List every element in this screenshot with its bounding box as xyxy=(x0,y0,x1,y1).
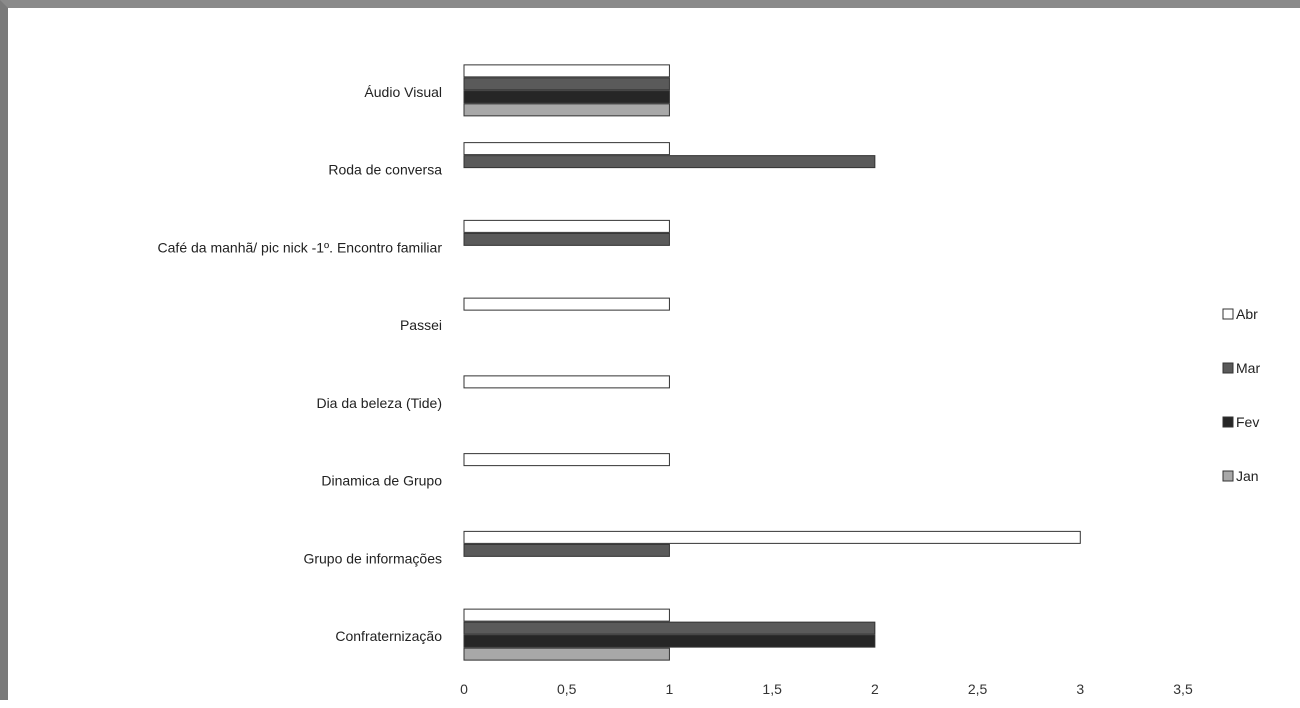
bar-mar xyxy=(463,232,670,246)
bar-fev xyxy=(463,90,670,104)
x-tick-label: 3,5 xyxy=(1173,681,1193,697)
category-labels: Áudio Visual Roda de conversa Café da manh… xyxy=(158,84,443,644)
category-label: Roda de conversa xyxy=(328,162,442,178)
bar-mar xyxy=(463,621,876,635)
bar-abr xyxy=(463,453,670,467)
legend-swatch-jan xyxy=(1222,470,1234,482)
bar-abr xyxy=(463,142,670,156)
category-label: Café da manhã/ pic nick -1º. Encontro fa… xyxy=(158,239,443,255)
x-tick-label: 0 xyxy=(460,681,468,697)
x-axis-ticks: 0 0,5 1 1,5 2 2,5 3 3,5 xyxy=(460,681,1193,697)
x-tick-label: 2 xyxy=(871,681,879,697)
legend-swatch-abr xyxy=(1222,308,1234,320)
category-label: Dia da beleza (Tide) xyxy=(316,395,442,411)
bar-abr xyxy=(463,297,670,311)
x-tick-label: 2,5 xyxy=(968,681,988,697)
bar-abr xyxy=(463,375,670,389)
x-tick-label: 1 xyxy=(666,681,674,697)
legend-swatch-fev xyxy=(1222,416,1234,428)
legend-label-jan: Jan xyxy=(1236,468,1259,484)
legend-label-fev: Fev xyxy=(1236,414,1259,430)
bar-abr xyxy=(463,219,670,233)
bar-jan xyxy=(463,103,670,117)
legend-label-mar: Mar xyxy=(1236,360,1260,376)
bar-mar xyxy=(463,77,670,91)
legend-label-abr: Abr xyxy=(1236,306,1258,322)
bar-mar xyxy=(463,543,670,557)
x-tick-label: 0,5 xyxy=(557,681,577,697)
x-tick-label: 1,5 xyxy=(762,681,782,697)
bar-abr xyxy=(463,64,670,78)
category-label: Confraternização xyxy=(335,628,442,644)
bar-jan xyxy=(463,647,670,661)
bars xyxy=(463,64,1081,661)
bar-fev xyxy=(463,634,876,648)
x-tick-label: 3 xyxy=(1076,681,1084,697)
bar-mar xyxy=(463,155,876,169)
category-label: Grupo de informações xyxy=(303,550,442,566)
legend-swatch-mar xyxy=(1222,362,1234,374)
category-label: Passei xyxy=(400,317,442,333)
category-label: Dinamica de Grupo xyxy=(321,473,442,489)
bar-chart: Áudio Visual Roda de conversa Café da manh… xyxy=(158,64,1260,697)
legend: Abr Mar Fev Jan xyxy=(1222,306,1260,484)
bar-abr xyxy=(463,608,670,622)
bar-abr xyxy=(463,530,1081,544)
category-label: Áudio Visual xyxy=(364,84,442,100)
